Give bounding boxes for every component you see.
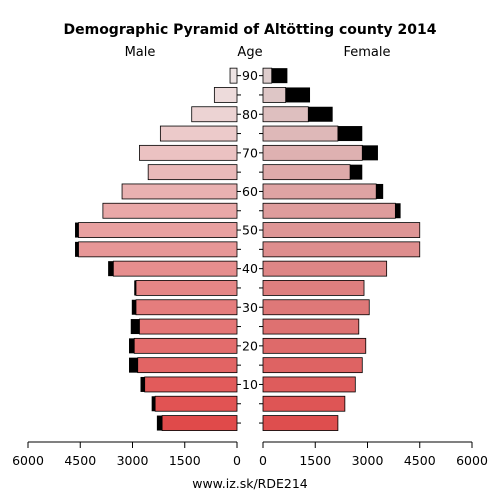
age-tick-label: 10 — [242, 377, 258, 392]
male-bar-80-84 — [191, 106, 238, 123]
age-tick-label: 60 — [242, 184, 258, 199]
female-excess-70-74 — [362, 145, 378, 161]
male-excess-35-39 — [134, 280, 136, 296]
male-excess-20-24 — [129, 338, 135, 354]
female-bar-25-29 — [262, 318, 360, 335]
male-bar-35-39 — [135, 280, 238, 296]
age-tick-label: 90 — [242, 68, 258, 83]
female-bar-80-84 — [262, 106, 309, 123]
age-label: Age — [237, 45, 262, 60]
female-excess-60-64 — [376, 183, 384, 199]
male-excess-45-49 — [75, 241, 79, 257]
female-bar-90+ — [262, 67, 273, 84]
chart-title: Demographic Pyramid of Altötting county … — [63, 22, 436, 38]
male-bar-60-64 — [121, 183, 238, 200]
male-bar-55-59 — [102, 202, 238, 219]
female-bar-15-19 — [262, 357, 363, 374]
female-bar-50-54 — [262, 222, 421, 238]
bars-group — [75, 67, 421, 431]
female-x-tick-label: 4500 — [404, 453, 436, 468]
female-label: Female — [343, 45, 390, 60]
female-x-tick-label: 3000 — [352, 453, 384, 468]
male-x-tick-label: 6000 — [12, 453, 44, 468]
age-tick-label: 80 — [242, 107, 258, 122]
male-excess-10-14 — [140, 376, 145, 392]
male-excess-40-44 — [108, 261, 114, 277]
female-bar-45-49 — [262, 241, 421, 258]
male-bar-30-34 — [135, 299, 238, 316]
age-tick-label: 50 — [242, 223, 258, 238]
male-x-tick-label: 4500 — [64, 453, 96, 468]
male-bar-65-69 — [147, 164, 238, 181]
female-bar-5-9 — [262, 395, 346, 412]
male-x-tick-label: 0 — [233, 453, 241, 468]
axes-group: 10 20 30 40 50 60 70 80 90 6000 4500 3000 1500 0 0 1500… — [12, 68, 488, 468]
age-tick-label: 70 — [242, 145, 258, 160]
male-bar-50-54 — [78, 222, 238, 238]
male-x-tick-label: 1500 — [169, 453, 201, 468]
male-bar-75-79 — [159, 125, 238, 142]
male-bar-25-29 — [139, 318, 238, 335]
female-bar-70-74 — [262, 144, 363, 161]
female-bar-30-34 — [262, 299, 370, 316]
female-x-tick-label: 6000 — [456, 453, 488, 468]
male-bar-40-44 — [112, 260, 238, 277]
female-bar-10-14 — [262, 376, 356, 393]
female-bar-20-24 — [262, 337, 367, 354]
male-excess-5-9 — [151, 396, 156, 412]
female-excess-85-89 — [285, 87, 311, 103]
female-bar-0-4 — [262, 415, 339, 431]
male-label: Male — [125, 45, 156, 60]
male-excess-0-4 — [156, 415, 163, 431]
male-excess-25-29 — [130, 319, 140, 335]
female-excess-55-59 — [395, 203, 401, 219]
male-bar-90+ — [229, 67, 238, 84]
age-tick-label: 30 — [242, 300, 258, 315]
female-bar-40-44 — [262, 260, 388, 277]
male-bar-0-4 — [161, 415, 238, 431]
male-bar-5-9 — [154, 395, 238, 412]
male-x-tick-label: 3000 — [117, 453, 149, 468]
female-excess-90+ — [271, 68, 288, 84]
male-bar-20-24 — [133, 337, 238, 354]
male-bar-45-49 — [78, 241, 238, 258]
female-bar-60-64 — [262, 183, 377, 200]
age-tick-label: 20 — [242, 338, 258, 353]
male-bar-15-19 — [137, 357, 238, 374]
female-excess-80-84 — [308, 106, 333, 122]
footer-source: www.iz.sk/RDE214 — [192, 476, 308, 491]
female-excess-75-79 — [337, 126, 363, 142]
age-tick-label: 40 — [242, 261, 258, 276]
male-bar-70-74 — [139, 144, 238, 161]
male-excess-30-34 — [131, 299, 136, 315]
female-bar-35-39 — [262, 280, 365, 296]
female-bar-85-89 — [262, 87, 287, 103]
female-bar-65-69 — [262, 164, 351, 181]
female-x-tick-label: 0 — [259, 453, 267, 468]
male-bar-85-89 — [213, 87, 238, 103]
male-excess-15-19 — [129, 357, 138, 373]
female-bar-75-79 — [262, 125, 339, 142]
female-x-tick-label: 1500 — [299, 453, 331, 468]
male-bar-10-14 — [144, 376, 238, 393]
male-excess-50-54 — [75, 222, 79, 238]
female-excess-65-69 — [350, 164, 363, 180]
female-bar-55-59 — [262, 202, 396, 219]
